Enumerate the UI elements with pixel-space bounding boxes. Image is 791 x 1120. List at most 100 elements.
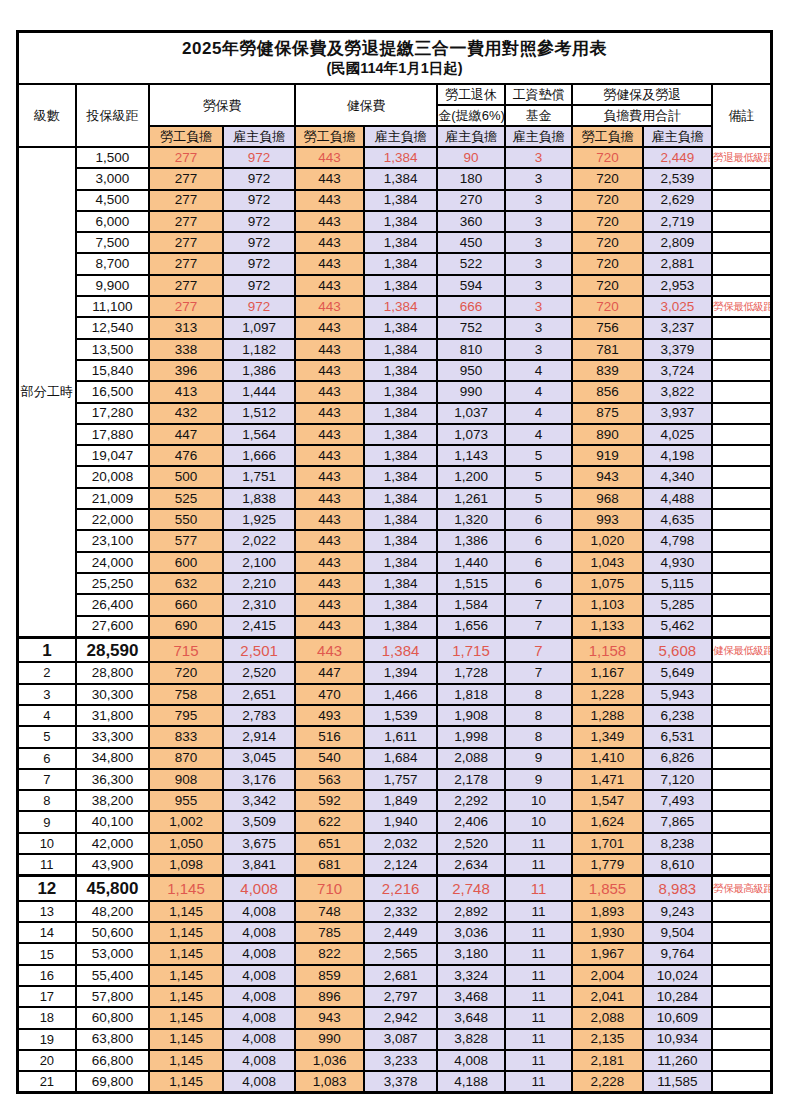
value-cell: 1,384 — [364, 403, 438, 424]
value-cell: 7 — [505, 637, 572, 662]
table-row: 6,0002779724431,38436037202,719 — [18, 211, 772, 232]
note-cell — [712, 986, 771, 1007]
salary-cell: 25,250 — [76, 573, 150, 594]
note-cell — [712, 466, 771, 487]
value-cell: 2,520 — [437, 833, 504, 854]
table-row: 11,1002779724431,38466637203,025勞保最低級距 — [18, 296, 772, 317]
value-cell: 600 — [149, 552, 223, 573]
value-cell: 525 — [149, 488, 223, 509]
value-cell: 10 — [505, 790, 572, 811]
value-cell: 1,471 — [572, 769, 642, 790]
value-cell: 4,930 — [643, 552, 712, 573]
value-cell: 1,075 — [572, 573, 642, 594]
note-cell — [712, 424, 771, 445]
value-cell: 1,666 — [223, 445, 296, 466]
value-cell: 10,609 — [643, 1007, 712, 1028]
value-cell: 10 — [505, 811, 572, 832]
value-cell: 795 — [149, 705, 223, 726]
value-cell: 1,515 — [437, 573, 504, 594]
value-cell: 822 — [295, 943, 363, 964]
salary-cell: 60,800 — [76, 1007, 150, 1028]
value-cell: 1,228 — [572, 684, 642, 705]
value-cell: 1,444 — [223, 381, 296, 402]
salary-cell: 23,100 — [76, 530, 150, 551]
value-cell: 3 — [505, 317, 572, 338]
value-cell: 3 — [505, 211, 572, 232]
salary-cell: 16,500 — [76, 381, 150, 402]
salary-cell: 6,000 — [76, 211, 150, 232]
value-cell: 3,468 — [437, 986, 504, 1007]
note-cell — [712, 684, 771, 705]
value-cell: 4,008 — [223, 876, 296, 901]
value-cell: 3,937 — [643, 403, 712, 424]
value-cell: 919 — [572, 445, 642, 466]
value-cell: 1,757 — [364, 769, 438, 790]
level-cell: 12 — [18, 876, 76, 901]
note-cell — [712, 769, 771, 790]
table-row: 17,2804321,5124431,3841,03748753,937 — [18, 403, 772, 424]
value-cell: 1,384 — [364, 296, 438, 317]
value-cell: 3,822 — [643, 381, 712, 402]
note-cell: 健保最低級距 — [712, 637, 771, 662]
salary-cell: 45,800 — [76, 876, 150, 901]
value-cell: 1,384 — [364, 253, 438, 274]
value-cell: 443 — [295, 403, 363, 424]
value-cell: 1,288 — [572, 705, 642, 726]
note-cell — [712, 922, 771, 943]
value-cell: 2,124 — [364, 854, 438, 876]
value-cell: 1,384 — [364, 211, 438, 232]
value-cell: 592 — [295, 790, 363, 811]
value-cell: 856 — [572, 381, 642, 402]
col-header-health-insurance: 健保費 — [295, 84, 437, 126]
value-cell: 756 — [572, 317, 642, 338]
value-cell: 2,216 — [364, 876, 438, 901]
value-cell: 7 — [505, 662, 572, 683]
value-cell: 443 — [295, 232, 363, 253]
level-cell: 17 — [18, 986, 76, 1007]
value-cell: 11 — [505, 833, 572, 854]
value-cell: 432 — [149, 403, 223, 424]
table-row: 1348,2001,1454,0087482,3322,892111,8939,… — [18, 901, 772, 922]
value-cell: 1,564 — [223, 424, 296, 445]
value-cell: 1,998 — [437, 726, 504, 747]
value-cell: 972 — [223, 275, 296, 296]
value-cell: 1,002 — [149, 811, 223, 832]
value-cell: 443 — [295, 339, 363, 360]
note-cell — [712, 943, 771, 964]
value-cell: 1,908 — [437, 705, 504, 726]
value-cell: 1,384 — [364, 317, 438, 338]
value-cell: 9,504 — [643, 922, 712, 943]
document-page: 2025年勞健保保費及勞退提繳三合一費用對照參考用表 (民國114年1月1日起)… — [0, 0, 791, 1094]
value-cell: 1,930 — [572, 922, 642, 943]
value-cell: 1,384 — [364, 381, 438, 402]
value-cell: 1,715 — [437, 637, 504, 662]
value-cell: 443 — [295, 552, 363, 573]
value-cell: 450 — [437, 232, 504, 253]
value-cell: 1,656 — [437, 616, 504, 638]
note-cell — [712, 317, 771, 338]
value-cell: 577 — [149, 530, 223, 551]
value-cell: 1,145 — [149, 901, 223, 922]
note-cell — [712, 190, 771, 211]
note-cell — [712, 339, 771, 360]
subheader-labor-employee: 勞工負擔 — [149, 126, 223, 147]
value-cell: 7 — [505, 616, 572, 638]
value-cell: 3,675 — [223, 833, 296, 854]
value-cell: 1,728 — [437, 662, 504, 683]
note-cell — [712, 854, 771, 876]
salary-cell: 24,000 — [76, 552, 150, 573]
value-cell: 4,008 — [223, 1029, 296, 1050]
table-row: 17,8804471,5644431,3841,07348904,025 — [18, 424, 772, 445]
value-cell: 859 — [295, 965, 363, 986]
note-cell — [712, 509, 771, 530]
table-row: 940,1001,0023,5096221,9402,406101,6247,8… — [18, 811, 772, 832]
value-cell: 8 — [505, 726, 572, 747]
value-cell: 7 — [505, 594, 572, 615]
salary-cell: 20,008 — [76, 466, 150, 487]
value-cell: 1,624 — [572, 811, 642, 832]
value-cell: 1,097 — [223, 317, 296, 338]
subheader-total-employee: 勞工負擔 — [572, 126, 642, 147]
value-cell: 3,324 — [437, 965, 504, 986]
value-cell: 540 — [295, 748, 363, 769]
value-cell: 972 — [223, 232, 296, 253]
